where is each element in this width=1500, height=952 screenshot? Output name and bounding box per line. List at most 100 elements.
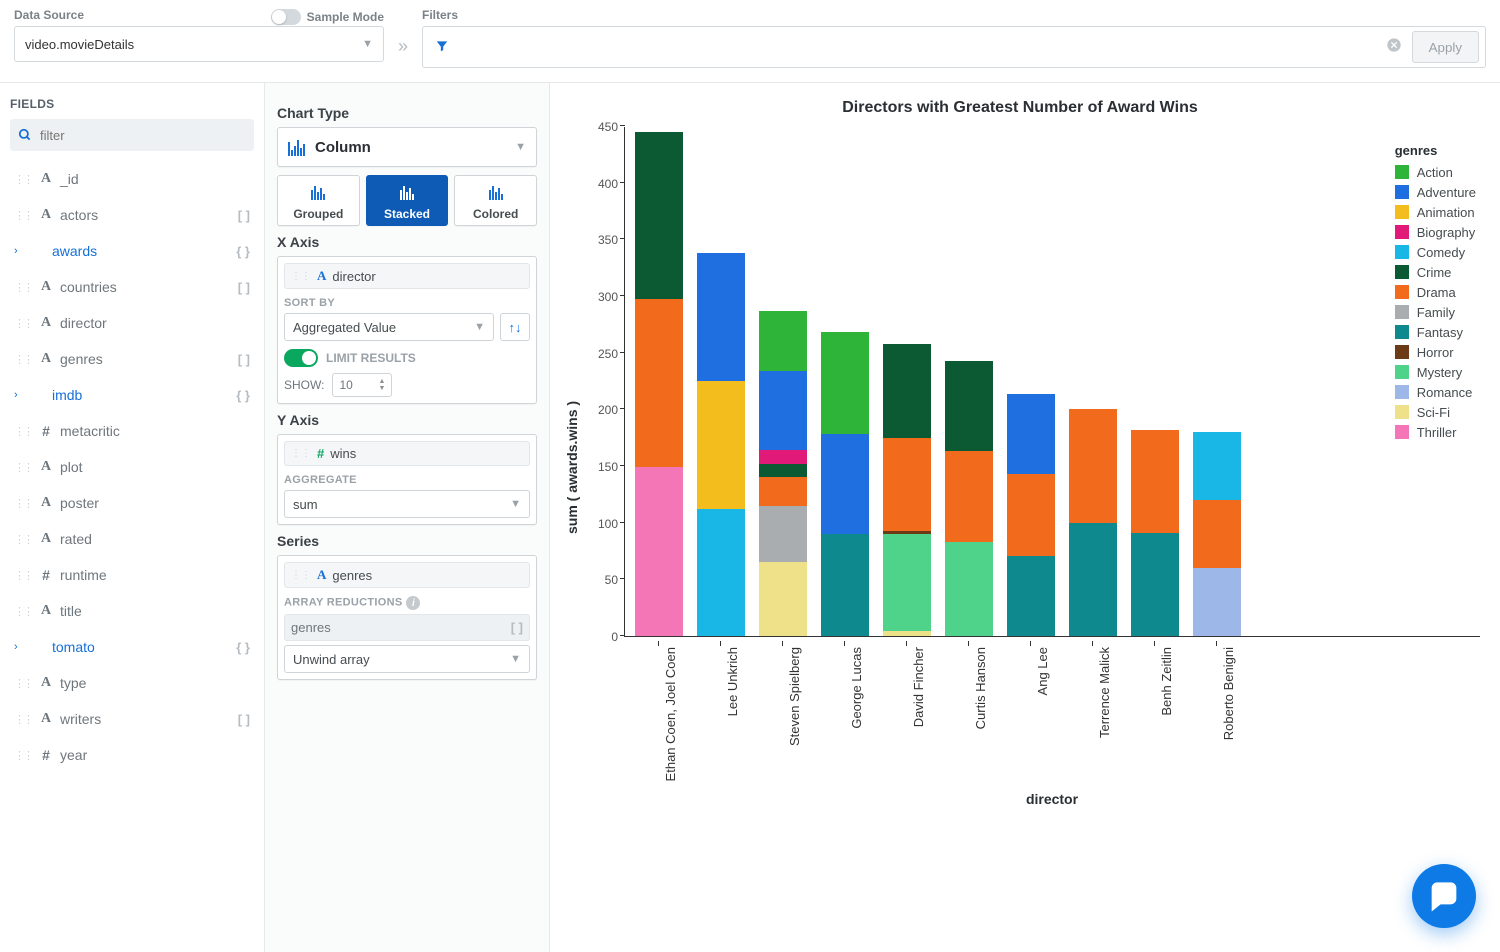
bar-segment <box>883 344 931 438</box>
field-row[interactable]: ⋮⋮Aactors[ ] <box>10 197 254 233</box>
apply-button[interactable]: Apply <box>1412 31 1479 63</box>
sort-direction-button[interactable]: ↑↓ <box>500 313 530 341</box>
number-type-icon: # <box>38 567 54 583</box>
field-row[interactable]: ⋮⋮Agenres[ ] <box>10 341 254 377</box>
limit-results-toggle[interactable] <box>284 349 318 367</box>
drag-icon: ⋮⋮ <box>14 281 32 294</box>
chart-subtype-grouped[interactable]: Grouped <box>277 175 360 226</box>
legend-item[interactable]: Action <box>1395 162 1476 182</box>
legend-item[interactable]: Romance <box>1395 382 1476 402</box>
string-type-icon: A <box>38 603 54 619</box>
fields-search[interactable] <box>10 119 254 151</box>
field-row[interactable]: ⋮⋮#year <box>10 737 254 773</box>
field-row[interactable]: ⋮⋮#metacritic <box>10 413 254 449</box>
array-brace-icon: [ ] <box>511 620 523 635</box>
legend-item[interactable]: Thriller <box>1395 422 1476 442</box>
bar-column[interactable] <box>1193 432 1241 636</box>
legend-item[interactable]: Fantasy <box>1395 322 1476 342</box>
bar-segment <box>759 371 807 450</box>
drag-icon: ⋮⋮ <box>14 749 32 762</box>
reduction-select[interactable]: Unwind array ▼ <box>284 645 530 673</box>
bar-segment <box>697 381 745 509</box>
y-tick-label: 300 <box>598 290 618 304</box>
field-row[interactable]: ⋮⋮Aplot <box>10 449 254 485</box>
chevron-down-icon: ▼ <box>515 141 526 153</box>
yaxis-label: Y Axis <box>277 412 537 428</box>
xaxis-field-pill[interactable]: ⋮⋮ A director <box>284 263 530 289</box>
stepper-icon[interactable]: ▲▼ <box>379 378 386 392</box>
legend-item[interactable]: Family <box>1395 302 1476 322</box>
sample-mode-label: Sample Mode <box>307 10 384 24</box>
data-source-select[interactable]: video.movieDetails ▼ <box>14 26 384 62</box>
show-count-input[interactable]: 10 ▲▼ <box>332 373 392 397</box>
drag-icon: ⋮⋮ <box>14 677 32 690</box>
field-row[interactable]: ⋮⋮Atype <box>10 665 254 701</box>
y-tick-label: 100 <box>598 517 618 531</box>
legend-label: Drama <box>1417 285 1456 300</box>
legend-item[interactable]: Comedy <box>1395 242 1476 262</box>
chevron-down-icon: ▼ <box>362 38 373 50</box>
bar-column[interactable] <box>945 361 993 636</box>
bar-column[interactable] <box>635 132 683 636</box>
field-row[interactable]: ⋮⋮Awriters[ ] <box>10 701 254 737</box>
yaxis-box: ⋮⋮ # wins AGGREGATE sum ▼ <box>277 434 537 525</box>
sample-mode-toggle[interactable] <box>271 9 301 25</box>
legend-swatch <box>1395 325 1409 339</box>
string-type-icon: A <box>38 459 54 475</box>
aggregate-select[interactable]: sum ▼ <box>284 490 530 518</box>
x-tick-label: Curtis Hanson <box>973 647 988 729</box>
field-row[interactable]: ⋮⋮Aposter <box>10 485 254 521</box>
legend-item[interactable]: Horror <box>1395 342 1476 362</box>
chart-type-select[interactable]: Column ▼ <box>277 127 537 167</box>
fields-filter-input[interactable] <box>40 128 246 143</box>
legend-item[interactable]: Drama <box>1395 282 1476 302</box>
bar-column[interactable] <box>883 344 931 636</box>
legend-item[interactable]: Sci-Fi <box>1395 402 1476 422</box>
field-row[interactable]: ›awards{ } <box>10 233 254 269</box>
bar-segment <box>759 506 807 563</box>
search-icon <box>18 128 32 142</box>
bar-column[interactable] <box>697 253 745 636</box>
bar-segment <box>759 464 807 478</box>
field-row[interactable]: ›imdb{ } <box>10 377 254 413</box>
yaxis-field-pill[interactable]: ⋮⋮ # wins <box>284 441 530 466</box>
bar-column[interactable] <box>1131 430 1179 636</box>
field-row[interactable]: ⋮⋮A_id <box>10 161 254 197</box>
bar-segment <box>1007 556 1055 636</box>
array-reductions-label: ARRAY REDUCTIONSi <box>284 596 530 610</box>
sortby-select[interactable]: Aggregated Value ▼ <box>284 313 494 341</box>
bar-segment <box>821 434 869 534</box>
field-row[interactable]: ⋮⋮#runtime <box>10 557 254 593</box>
legend-item[interactable]: Adventure <box>1395 182 1476 202</box>
legend-item[interactable]: Animation <box>1395 202 1476 222</box>
chart-subtype-colored[interactable]: Colored <box>454 175 537 226</box>
field-row[interactable]: ›tomato{ } <box>10 629 254 665</box>
clear-filter-icon[interactable] <box>1386 37 1402 58</box>
xaxis-box: ⋮⋮ A director SORT BY Aggregated Value ▼… <box>277 256 537 404</box>
bar-column[interactable] <box>759 311 807 636</box>
field-name: countries <box>60 279 232 295</box>
legend-item[interactable]: Crime <box>1395 262 1476 282</box>
field-row[interactable]: ⋮⋮Acountries[ ] <box>10 269 254 305</box>
bar-column[interactable] <box>821 332 869 636</box>
bar-column[interactable] <box>1069 409 1117 636</box>
chat-support-button[interactable] <box>1412 864 1476 928</box>
bar-segment <box>883 631 931 636</box>
y-tick-label: 200 <box>598 403 618 417</box>
series-field-pill[interactable]: ⋮⋮ A genres <box>284 562 530 588</box>
filter-input-box[interactable]: Apply <box>422 26 1486 68</box>
legend-item[interactable]: Biography <box>1395 222 1476 242</box>
legend-swatch <box>1395 425 1409 439</box>
field-row[interactable]: ⋮⋮Adirector <box>10 305 254 341</box>
field-row[interactable]: ⋮⋮Arated <box>10 521 254 557</box>
drag-icon: ⋮⋮ <box>14 605 32 618</box>
chart-subtype-stacked[interactable]: Stacked <box>366 175 449 226</box>
field-row[interactable]: ⋮⋮Atitle <box>10 593 254 629</box>
aggregate-value: sum <box>293 497 318 512</box>
chart-type-label: Chart Type <box>277 105 537 121</box>
info-icon[interactable]: i <box>406 596 420 610</box>
legend-item[interactable]: Mystery <box>1395 362 1476 382</box>
subtype-icon <box>311 182 325 200</box>
bar-segment <box>635 299 683 467</box>
bar-column[interactable] <box>1007 394 1055 637</box>
